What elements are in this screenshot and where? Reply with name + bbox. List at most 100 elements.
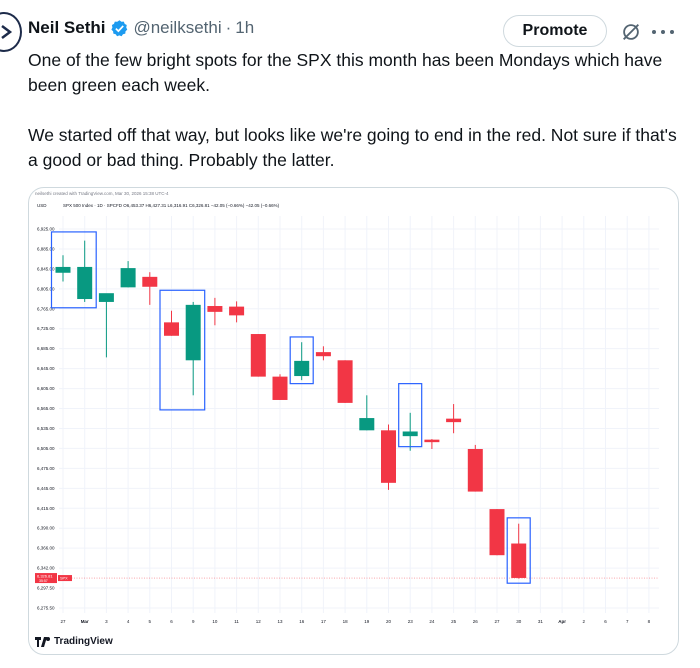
chart-image[interactable]: neilsethi created with TradingView.com, … <box>28 187 679 655</box>
last-price-label: 6,326.81 <box>37 574 53 579</box>
tradingview-logo: TradingView <box>35 636 113 647</box>
x-tick-label: 4 <box>127 619 130 624</box>
x-tick-label: 6 <box>170 619 173 624</box>
x-tick-label: 27 <box>60 619 66 624</box>
candle-body <box>98 293 114 302</box>
x-tick-label: 11 <box>234 619 239 624</box>
candle-body <box>381 430 396 483</box>
y-tick-label: 6,925.00 <box>37 227 55 232</box>
x-tick-label: 2 <box>583 619 586 624</box>
x-tick-label: 10 <box>212 619 218 624</box>
x-tick-label: 16 <box>299 619 305 624</box>
last-price-symbol: SPX <box>60 577 68 581</box>
more-dot <box>661 30 665 34</box>
x-tick-label: 8 <box>648 619 651 624</box>
currency-label: USD <box>37 203 47 208</box>
candle-body <box>467 448 483 492</box>
y-tick-label: 6,275.50 <box>37 606 55 611</box>
candlestick-chart: 6,925.00 6,885.00 6,845.00 6,805.00 6,765.00… <box>35 216 659 624</box>
y-tick-label: 6,535.00 <box>37 426 55 431</box>
candle-body <box>315 352 331 357</box>
tradingview-brand: TradingView <box>54 636 113 647</box>
candle-body <box>77 266 93 300</box>
x-tick-label: 31 <box>538 619 544 624</box>
more-icon[interactable] <box>652 22 674 42</box>
chart-legend: SPX 500 Index · 1D · SPCFD O6,453.37 H6,… <box>63 203 280 208</box>
tweet-text: One of the few bright spots for the SPX … <box>28 48 678 173</box>
monday-highlight-box <box>398 383 423 448</box>
y-tick-label: 6,845.00 <box>37 266 55 271</box>
candle-body <box>446 418 462 423</box>
y-tick-label: 6,885.00 <box>37 246 55 251</box>
x-tick-label: 24 <box>429 619 435 624</box>
y-tick-label: 6,366.00 <box>37 546 55 551</box>
candle-body <box>489 509 505 556</box>
candle-body <box>337 360 353 403</box>
y-tick-label: 6,765.00 <box>37 306 55 311</box>
x-tick-label: 23 <box>408 619 414 624</box>
author-name[interactable]: Neil Sethi <box>28 18 106 37</box>
x-tick-label: 17 <box>321 619 327 624</box>
x-tick-label: 30 <box>516 619 522 624</box>
chart-credit: neilsethi created with TradingView.com, … <box>35 191 169 196</box>
candle-body <box>120 268 136 288</box>
y-tick-label: 6,565.00 <box>37 406 55 411</box>
y-tick-label: 6,475.00 <box>37 466 55 471</box>
candle-body <box>294 360 310 377</box>
candle-body <box>229 306 245 316</box>
avatar-logo-icon <box>1 25 13 39</box>
x-tick-label: 9 <box>192 619 195 624</box>
candle-body <box>272 376 288 400</box>
y-tick-label: 6,415.00 <box>37 506 55 511</box>
monday-highlight-box <box>289 336 314 385</box>
more-dot <box>652 30 656 34</box>
candle-body <box>250 334 266 377</box>
x-tick-label: 5 <box>149 619 152 624</box>
candle-body <box>424 439 440 443</box>
x-tick-label: 19 <box>364 619 370 624</box>
y-tick-label: 6,297.50 <box>37 586 55 591</box>
monday-highlight-box <box>159 289 206 411</box>
x-tick-label: 3 <box>105 619 108 624</box>
candle-body <box>511 543 527 578</box>
avatar[interactable] <box>0 12 22 52</box>
candle-body <box>402 431 418 437</box>
last-price-symbol-tag <box>58 575 72 582</box>
x-tick-label: 26 <box>473 619 479 624</box>
y-tick-label: 6,805.00 <box>37 286 55 291</box>
candle-body <box>359 418 375 431</box>
y-tick-label: 6,685.00 <box>37 346 55 351</box>
tradingview-logo-icon <box>35 636 50 647</box>
separator-dot: · <box>225 18 232 37</box>
x-tick-label: Mar <box>81 619 89 624</box>
y-tick-label: 6,390.00 <box>37 526 55 531</box>
x-tick-label: 12 <box>256 619 262 624</box>
more-dot <box>670 30 674 34</box>
x-tick-label: 6 <box>604 619 607 624</box>
candle-body <box>142 276 158 287</box>
last-price-tag <box>35 573 57 584</box>
candle-body <box>185 304 201 361</box>
y-tick-label: 6,342.00 <box>37 566 55 571</box>
promote-button[interactable]: Promote <box>503 15 607 47</box>
tweet-header: Neil Sethi @neilksethi · 1h <box>28 8 254 48</box>
author-handle[interactable]: @neilksethi <box>133 18 222 37</box>
verified-badge-icon[interactable] <box>110 19 129 38</box>
x-tick-label: 20 <box>386 619 392 624</box>
y-tick-label: 6,725.00 <box>37 326 55 331</box>
y-tick-label: 6,605.00 <box>37 386 55 391</box>
timestamp[interactable]: 1h <box>235 18 255 37</box>
monday-highlight-box <box>506 517 531 584</box>
y-tick-label: 6,645.00 <box>37 366 55 371</box>
x-tick-label: 13 <box>277 619 283 624</box>
y-tick-label: 6,505.00 <box>37 446 55 451</box>
last-price-countdown: 35:57 <box>39 579 48 583</box>
monday-highlight-box <box>50 231 97 309</box>
x-tick-label: Apr <box>558 619 566 624</box>
grok-icon[interactable] <box>620 21 642 43</box>
x-tick-label: 18 <box>343 619 349 624</box>
tweet-paragraph: One of the few bright spots for the SPX … <box>28 50 663 95</box>
x-tick-label: 27 <box>494 619 500 624</box>
y-tick-label: 6,445.00 <box>37 486 55 491</box>
